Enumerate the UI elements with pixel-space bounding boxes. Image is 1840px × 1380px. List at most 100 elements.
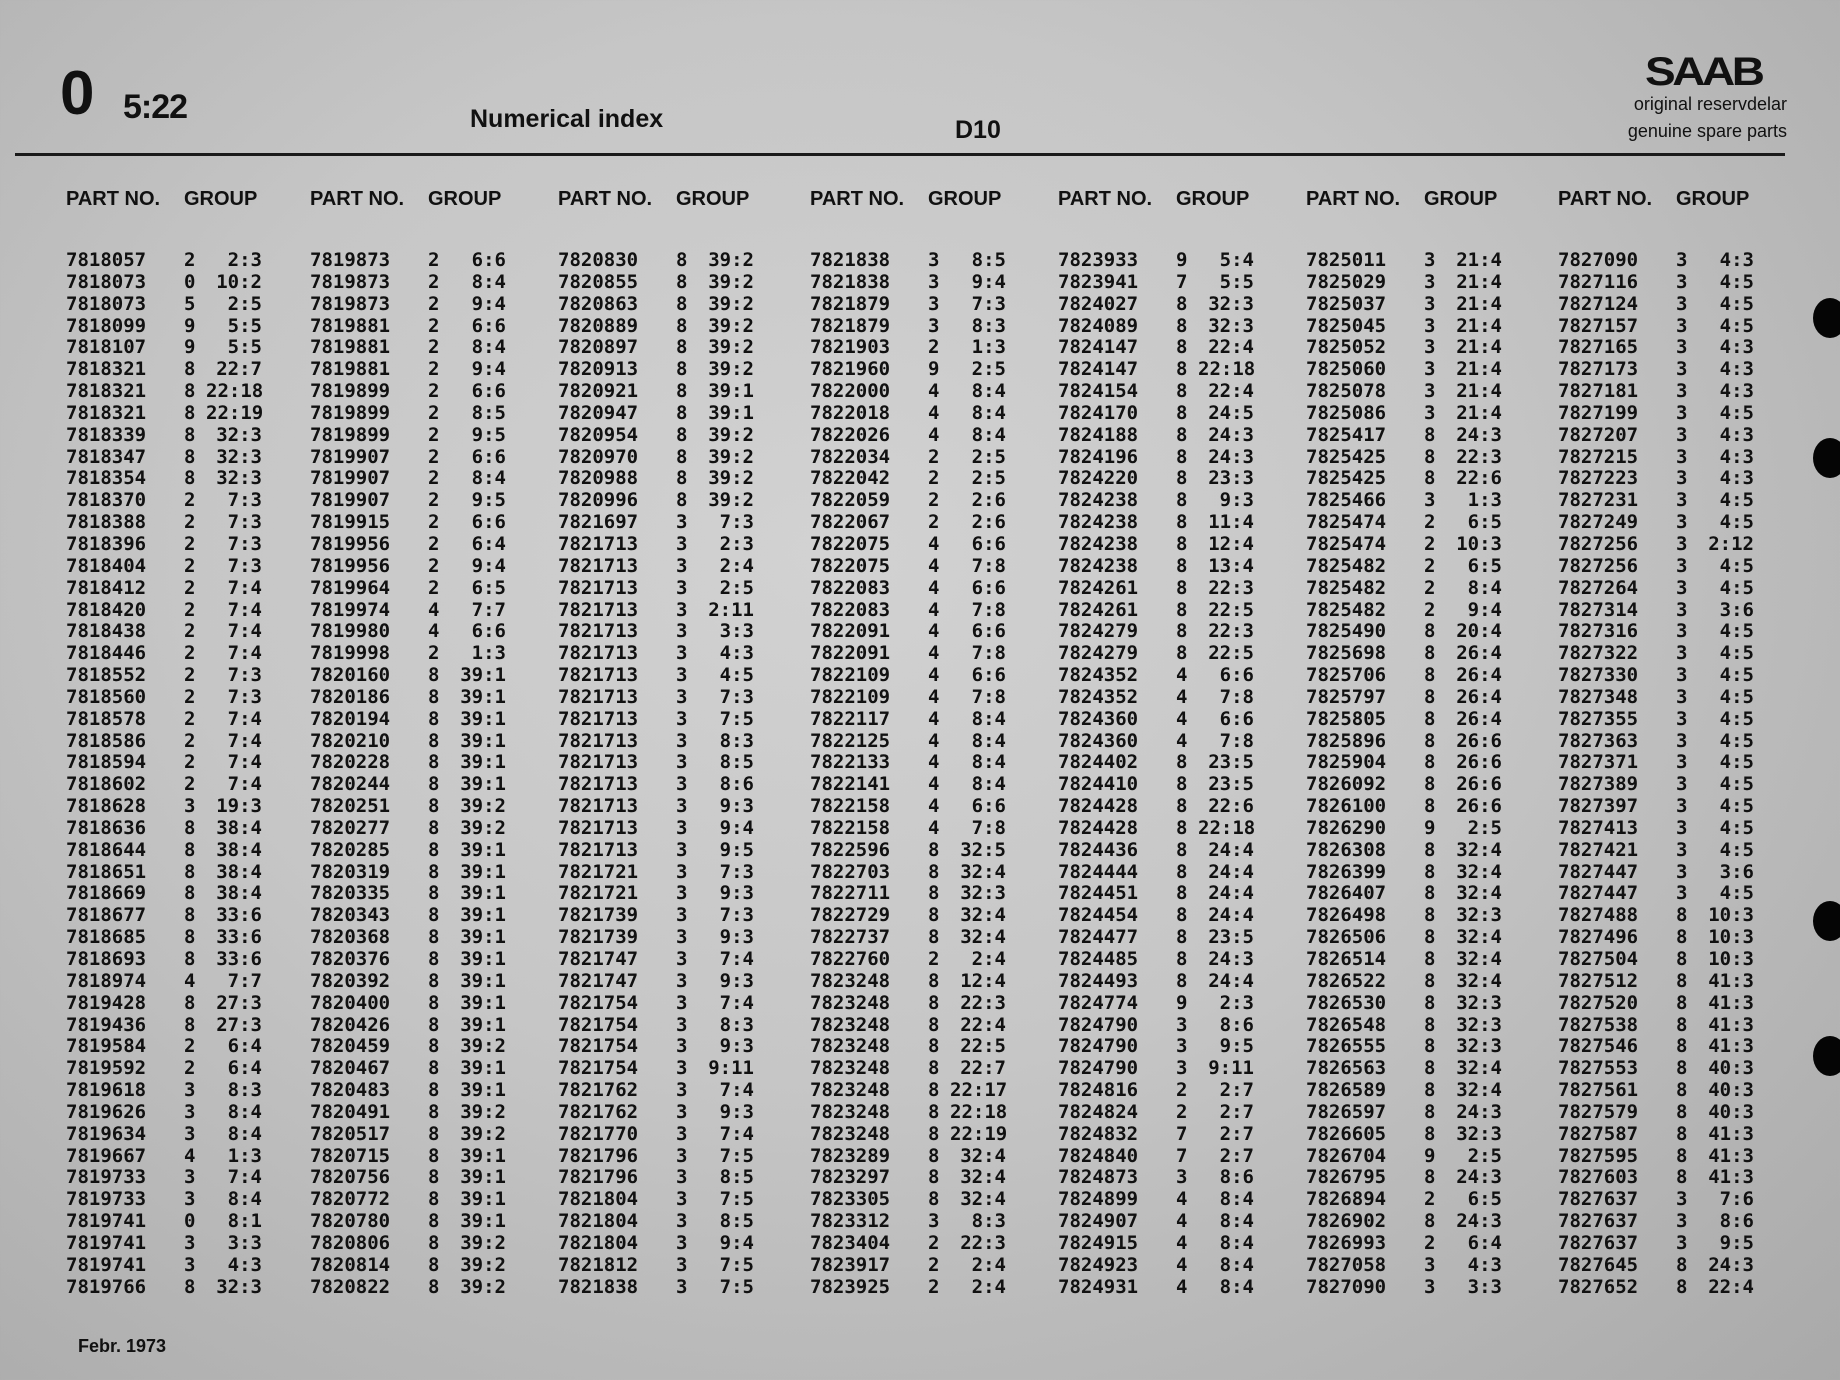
part-number: 7826902 <box>1306 1210 1387 1233</box>
part-number: 7821713 <box>558 598 639 621</box>
table-row: 7827249 3 4:5 <box>1558 511 1798 534</box>
part-number: 7819584 <box>66 1035 147 1058</box>
group-number: 3 <box>1676 729 1688 752</box>
group-number: 2 <box>1176 1079 1188 1102</box>
table-row: 7818594 2 7:4 <box>66 752 306 774</box>
section-number: 22:5 <box>960 1035 1006 1058</box>
section-number: 39:1 <box>460 860 506 883</box>
table-row: 7820913 8 39:2 <box>558 358 798 381</box>
group-number: 3 <box>1676 554 1688 577</box>
section-number: 19:3 <box>216 795 262 818</box>
group-number: 4 <box>428 598 440 621</box>
table-row: 7824154 8 22:4 <box>1058 380 1298 403</box>
table-row: 7820459 8 39:2 <box>310 1036 550 1058</box>
group-number: 8 <box>428 1275 440 1298</box>
part-number: 7824907 <box>1058 1210 1139 1233</box>
part-number: 7827421 <box>1558 838 1639 861</box>
section-number: 9:4 <box>471 358 506 381</box>
table-row: 7827090 3 4:3 <box>1558 249 1798 272</box>
group-number: 8 <box>1424 445 1436 468</box>
section-number: 7:7 <box>227 969 262 992</box>
part-number: 7824238 <box>1058 554 1139 577</box>
group-number: 8 <box>1176 882 1188 905</box>
group-number: 8 <box>1424 642 1436 665</box>
part-number: 7820459 <box>310 1035 391 1058</box>
section-number: 32:3 <box>1208 314 1254 337</box>
table-row: 7824089 8 32:3 <box>1058 314 1298 338</box>
part-number: 7826563 <box>1306 1057 1387 1080</box>
page-title: Numerical index <box>470 105 664 133</box>
group-number: 2 <box>928 1231 940 1254</box>
group-number: 3 <box>1676 598 1688 621</box>
table-row: 7825698 8 26:4 <box>1306 642 1546 665</box>
table-row: 7822091 4 7:8 <box>810 642 1050 665</box>
section-number: 2:5 <box>1467 816 1502 839</box>
part-number: 7819436 <box>66 1013 147 1036</box>
group-number: 8 <box>1176 642 1188 665</box>
group-number: 3 <box>1676 773 1688 796</box>
part-number: 7821713 <box>558 707 639 730</box>
group-number: 8 <box>184 882 196 905</box>
section-number: 24:5 <box>1208 401 1254 424</box>
section-number: 32:4 <box>960 904 1006 927</box>
table-row: 7821754 3 9:3 <box>558 1036 798 1058</box>
section-number: 6:6 <box>471 249 506 271</box>
part-number: 7821838 <box>810 270 891 293</box>
section-number: 22:7 <box>216 358 262 381</box>
table-row: 7824352 4 6:6 <box>1058 664 1298 687</box>
group-number: 3 <box>184 1100 196 1123</box>
group-number: 3 <box>1176 1013 1188 1036</box>
table-row: 7824485 8 24:3 <box>1058 948 1298 971</box>
section-number: 24:4 <box>1208 882 1254 905</box>
table-row: 7827264 3 4:5 <box>1558 577 1798 600</box>
table-row: 7820491 8 39:2 <box>310 1101 550 1124</box>
part-number: 7822117 <box>810 707 891 730</box>
group-number: 2 <box>1424 598 1436 621</box>
section-number: 39:1 <box>708 380 754 403</box>
table-row: 7827447 3 3:6 <box>1558 861 1798 884</box>
punch-hole-icon <box>1813 438 1840 478</box>
index-column: PART NO. GROUP 7821838 3 8:5 7821838 3 9:4 78218… <box>810 188 1050 1299</box>
part-number: 7820806 <box>310 1231 391 1254</box>
table-row: 7827397 3 4:5 <box>1558 795 1798 818</box>
part-number: 7825037 <box>1306 292 1387 315</box>
part-number: 7819592 <box>66 1057 147 1080</box>
section-number: 26:6 <box>1456 795 1502 818</box>
section-number: 32:4 <box>960 926 1006 949</box>
section-number: 32:3 <box>1456 1013 1502 1036</box>
section-number: 6:4 <box>1467 1231 1502 1254</box>
section-number: 9:3 <box>719 969 754 992</box>
table-row: 7821812 3 7:5 <box>558 1254 798 1277</box>
section-number: 22:19 <box>950 1122 1008 1145</box>
group-number: 3 <box>676 1035 688 1058</box>
group-number: 3 <box>676 1122 688 1145</box>
section-number: 24:3 <box>1456 423 1502 446</box>
part-number: 7823917 <box>810 1253 891 1276</box>
part-number: 7827413 <box>1558 816 1639 839</box>
section-number: 4:5 <box>1719 620 1754 643</box>
table-row: 7826530 8 32:3 <box>1306 992 1546 1015</box>
table-row: 7821754 3 8:3 <box>558 1014 798 1037</box>
group-number: 3 <box>1676 314 1688 337</box>
group-number: 8 <box>928 1188 940 1211</box>
table-row: 7820343 8 39:1 <box>310 904 550 927</box>
group-number: 3 <box>676 1079 688 1102</box>
table-row: 7823933 9 5:4 <box>1058 249 1298 272</box>
group-number: 8 <box>1676 991 1688 1014</box>
section-number: 33:6 <box>216 948 262 970</box>
table-row: 7822158 4 7:8 <box>810 817 1050 840</box>
group-number: 3 <box>184 1079 196 1102</box>
table-row: 7824147 8 22:18 <box>1058 358 1298 381</box>
table-row: 7827371 3 4:5 <box>1558 752 1798 774</box>
section-number: 9:4 <box>471 554 506 577</box>
part-number: 7822000 <box>810 380 891 403</box>
section-number: 6:6 <box>471 511 506 534</box>
part-number: 7820343 <box>310 904 391 927</box>
section-number: 39:1 <box>460 773 506 796</box>
section-number: 4:5 <box>1719 270 1754 293</box>
table-row: 7823248 8 22:3 <box>810 992 1050 1015</box>
group-number: 8 <box>428 1079 440 1102</box>
section-number: 39:1 <box>460 729 506 752</box>
table-row: 7821762 3 7:4 <box>558 1079 798 1102</box>
part-number: 7820897 <box>558 336 639 359</box>
